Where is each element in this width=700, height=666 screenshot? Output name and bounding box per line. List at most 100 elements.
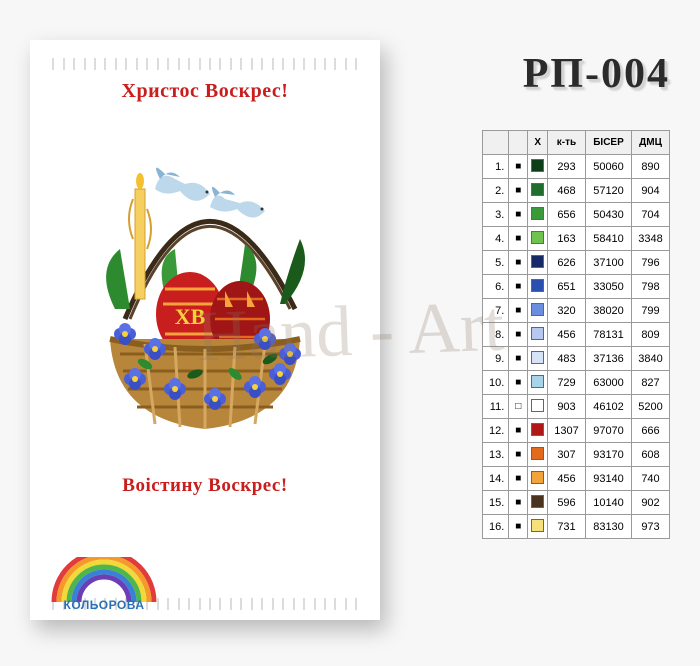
row-count: 1307 xyxy=(548,419,586,443)
row-biser: 93140 xyxy=(586,467,632,491)
dove-right xyxy=(210,187,265,218)
row-symbol: ■ xyxy=(509,347,528,371)
row-symbol: ■ xyxy=(509,251,528,275)
row-biser: 83130 xyxy=(586,515,632,539)
table-row: 11.□903461025200 xyxy=(482,395,669,419)
row-swatch xyxy=(528,179,548,203)
row-count: 293 xyxy=(548,155,586,179)
row-symbol: ■ xyxy=(509,299,528,323)
row-dmc: 740 xyxy=(632,467,670,491)
row-dmc: 809 xyxy=(632,323,670,347)
row-symbol: ■ xyxy=(509,443,528,467)
row-num: 8. xyxy=(482,323,508,347)
egg-monogram: ХВ xyxy=(175,304,206,329)
row-swatch xyxy=(528,395,548,419)
row-num: 3. xyxy=(482,203,508,227)
row-dmc: 666 xyxy=(632,419,670,443)
row-count: 903 xyxy=(548,395,586,419)
col-sym xyxy=(509,131,528,155)
row-biser: 37100 xyxy=(586,251,632,275)
row-symbol: ■ xyxy=(509,203,528,227)
row-num: 16. xyxy=(482,515,508,539)
row-dmc: 704 xyxy=(632,203,670,227)
row-num: 1. xyxy=(482,155,508,179)
table-row: 8.■45678131809 xyxy=(482,323,669,347)
row-num: 2. xyxy=(482,179,508,203)
row-biser: 46102 xyxy=(586,395,632,419)
row-dmc: 5200 xyxy=(632,395,670,419)
row-swatch xyxy=(528,323,548,347)
row-dmc: 799 xyxy=(632,299,670,323)
row-count: 307 xyxy=(548,443,586,467)
table-row: 3.■65650430704 xyxy=(482,203,669,227)
row-dmc: 798 xyxy=(632,275,670,299)
table-row: 13.■ 30793170608 xyxy=(482,443,669,467)
row-num: 14. xyxy=(482,467,508,491)
row-biser: 97070 xyxy=(586,419,632,443)
row-swatch xyxy=(528,299,548,323)
row-dmc: 796 xyxy=(632,251,670,275)
row-biser: 58410 xyxy=(586,227,632,251)
row-num: 12. xyxy=(482,419,508,443)
row-count: 320 xyxy=(548,299,586,323)
row-swatch xyxy=(528,251,548,275)
row-symbol: ■ xyxy=(509,323,528,347)
row-biser: 37136 xyxy=(586,347,632,371)
table-row: 1.■29350060890 xyxy=(482,155,669,179)
row-num: 5. xyxy=(482,251,508,275)
row-biser: 33050 xyxy=(586,275,632,299)
col-num xyxy=(482,131,508,155)
product-towel-card: Христос Воскрес! xyxy=(30,40,380,620)
row-num: 4. xyxy=(482,227,508,251)
row-symbol: ■ xyxy=(509,275,528,299)
greeting-top: Христос Воскрес! xyxy=(122,80,289,103)
row-dmc: 608 xyxy=(632,443,670,467)
brand-logo-text: КОЛЬОРОВА xyxy=(64,598,145,612)
row-dmc: 3348 xyxy=(632,227,670,251)
row-biser: 10140 xyxy=(586,491,632,515)
col-biser: БІСЕР xyxy=(586,131,632,155)
row-swatch xyxy=(528,443,548,467)
leaf xyxy=(280,239,305,304)
embroidery-artwork: ХВ xyxy=(65,119,345,459)
row-dmc: 3840 xyxy=(632,347,670,371)
row-symbol: ■ xyxy=(509,467,528,491)
fringe-top xyxy=(48,58,362,70)
product-code: РП-004 xyxy=(523,50,670,98)
greeting-bottom: Воістину Воскрес! xyxy=(122,475,287,497)
table-row: 12.■130797070666 xyxy=(482,419,669,443)
candle-flame xyxy=(136,173,144,189)
row-swatch xyxy=(528,203,548,227)
row-count: 651 xyxy=(548,275,586,299)
row-symbol: ■ xyxy=(509,371,528,395)
row-dmc: 902 xyxy=(632,491,670,515)
table-header-row: X к-ть БІСЕР ДМЦ xyxy=(482,131,669,155)
candle xyxy=(135,189,145,299)
row-count: 731 xyxy=(548,515,586,539)
row-num: 6. xyxy=(482,275,508,299)
col-swatch: X xyxy=(528,131,548,155)
row-swatch xyxy=(528,491,548,515)
row-symbol: □ xyxy=(509,395,528,419)
row-num: 13. xyxy=(482,443,508,467)
brand-logo: КОЛЬОРОВА xyxy=(44,557,164,612)
row-num: 7. xyxy=(482,299,508,323)
row-count: 483 xyxy=(548,347,586,371)
table-row: 10.■72963000827 xyxy=(482,371,669,395)
row-swatch xyxy=(528,371,548,395)
row-swatch xyxy=(528,467,548,491)
row-num: 15. xyxy=(482,491,508,515)
table-row: 15.■59610140902 xyxy=(482,491,669,515)
col-kt: к-ть xyxy=(548,131,586,155)
leaf xyxy=(106,249,130,309)
dove-left xyxy=(155,168,210,201)
row-count: 729 xyxy=(548,371,586,395)
row-biser: 93170 xyxy=(586,443,632,467)
row-symbol: ■ xyxy=(509,515,528,539)
row-num: 9. xyxy=(482,347,508,371)
row-dmc: 904 xyxy=(632,179,670,203)
row-dmc: 827 xyxy=(632,371,670,395)
row-swatch xyxy=(528,515,548,539)
table-row: 4.■163584103348 xyxy=(482,227,669,251)
row-swatch xyxy=(528,155,548,179)
